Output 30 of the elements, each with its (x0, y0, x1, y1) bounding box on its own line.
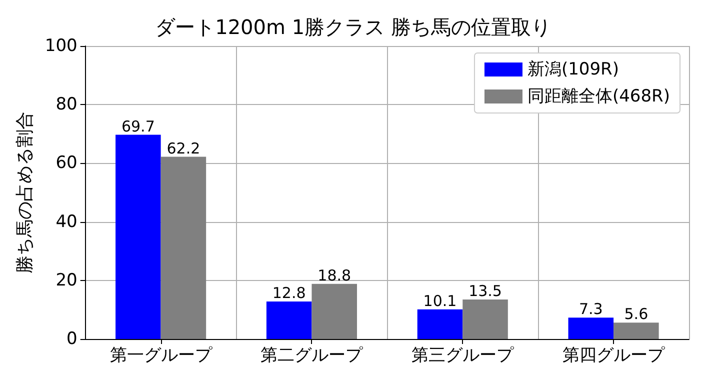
y-tick-label: 20 (56, 270, 78, 290)
legend-label: 同距離全体(468R) (527, 86, 670, 106)
y-axis-title: 勝ち馬の占める割合 (14, 112, 36, 274)
bar (160, 156, 206, 339)
data-label: 18.8 (318, 266, 352, 284)
x-tick-label: 第一グループ (110, 346, 213, 366)
x-tick-label: 第二グループ (260, 346, 364, 366)
y-tick-label: 100 (44, 36, 78, 56)
data-label: 5.6 (624, 305, 648, 324)
y-tick-label: 60 (56, 153, 78, 174)
data-label: 10.1 (423, 292, 457, 310)
legend-label: 新潟(109R) (527, 60, 620, 80)
data-label: 13.5 (468, 282, 502, 300)
bar (417, 309, 463, 339)
data-label: 69.7 (121, 117, 155, 136)
y-tick-label: 80 (56, 94, 78, 115)
bar (312, 284, 357, 339)
x-tick-label: 第三グループ (412, 346, 515, 366)
data-label: 7.3 (578, 300, 603, 318)
bar (116, 134, 161, 339)
bar (266, 301, 312, 339)
x-tick-label: 第四グループ (562, 346, 666, 366)
data-label: 62.2 (166, 139, 200, 158)
data-label: 12.8 (272, 284, 306, 302)
bar (614, 322, 659, 339)
bar (462, 299, 508, 339)
bar (568, 318, 614, 339)
y-tick-label: 0 (66, 329, 78, 349)
y-tick-label: 40 (56, 212, 78, 232)
chart-title: ダート1200m 1勝クラス 勝ち馬の位置取り (155, 15, 551, 39)
